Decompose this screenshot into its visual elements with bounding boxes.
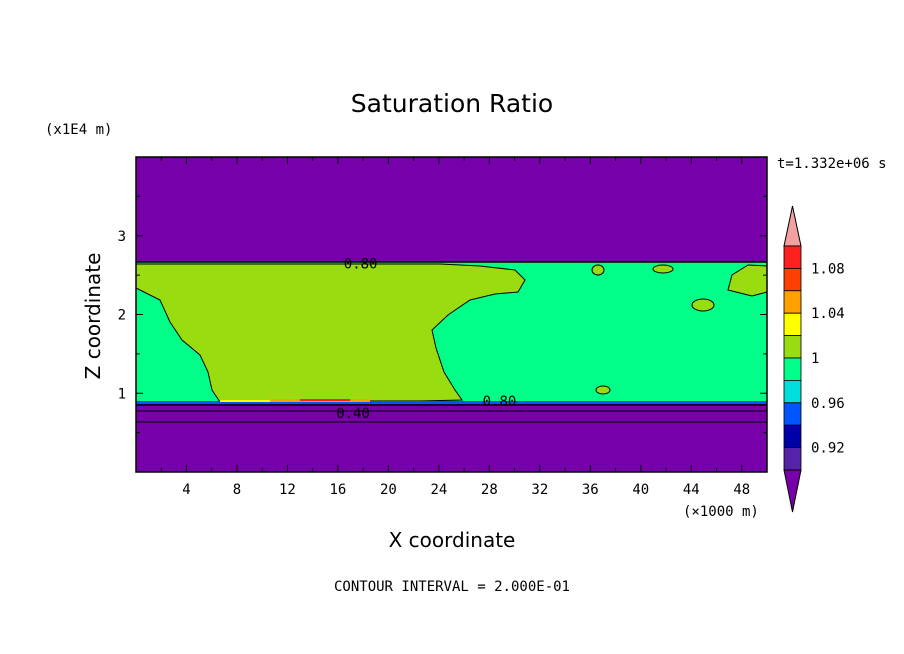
colorbar-swatch bbox=[783, 424, 802, 449]
colorbar-swatch bbox=[783, 312, 802, 337]
colorbar-swatch bbox=[783, 267, 802, 292]
x-axis-label: X coordinate bbox=[389, 528, 516, 552]
y-axis-label: Z coordinate bbox=[81, 253, 105, 380]
small-patch bbox=[652, 264, 674, 274]
x-tick-label: 20 bbox=[380, 482, 397, 498]
y-unit-label: (x1E4 m) bbox=[45, 122, 112, 138]
contour-label: 0.80 bbox=[483, 394, 517, 410]
y-tick-label: 1 bbox=[118, 386, 126, 402]
colorbar-swatch bbox=[783, 245, 802, 269]
contour-labels: 0.80 0.80 0.40 bbox=[336, 256, 516, 422]
colorbar-swatch bbox=[783, 357, 802, 381]
x-tick-label: 28 bbox=[481, 482, 498, 498]
colorbar-tick-label: 1.04 bbox=[811, 306, 845, 322]
boundary-band-red bbox=[300, 399, 350, 401]
contour-label: 0.40 bbox=[336, 406, 370, 422]
x-tick-label: 44 bbox=[683, 482, 700, 498]
contour-interval-footer: CONTOUR INTERVAL = 2.000E-01 bbox=[334, 579, 570, 595]
x-tick-label: 48 bbox=[733, 482, 750, 498]
colorbar-bottom-arrow bbox=[783, 469, 802, 513]
colorbar: 0.92 0.96 1 1.04 1.08 bbox=[783, 205, 845, 513]
colorbar-swatch bbox=[783, 447, 802, 471]
x-tick-label: 36 bbox=[582, 482, 599, 498]
colorbar-swatch bbox=[783, 335, 802, 359]
chart-title: Saturation Ratio bbox=[351, 89, 553, 118]
boundary-band-yellow bbox=[220, 400, 270, 402]
colorbar-swatch bbox=[783, 290, 802, 314]
near-saturated-region bbox=[136, 263, 526, 403]
colorbar-tick-label: 0.92 bbox=[811, 441, 845, 457]
time-label: t=1.332e+06 s bbox=[777, 156, 887, 172]
x-tick-label: 8 bbox=[233, 482, 241, 498]
colorbar-tick-label: 1.08 bbox=[811, 261, 845, 277]
boundary-band-blue bbox=[136, 401, 767, 404]
y-axis-ticks: 1 2 3 bbox=[118, 195, 767, 434]
x-tick-label: 40 bbox=[632, 482, 649, 498]
contour-label: 0.80 bbox=[344, 256, 378, 272]
x-tick-label: 4 bbox=[182, 482, 190, 498]
colorbar-top-arrow bbox=[783, 205, 802, 247]
x-unit-label: (×1000 m) bbox=[683, 504, 759, 520]
small-patch bbox=[727, 264, 767, 297]
y-tick-label: 3 bbox=[118, 229, 126, 245]
colorbar-tick-label: 1 bbox=[811, 351, 819, 367]
small-patch bbox=[691, 298, 715, 312]
colorbar-swatch bbox=[783, 402, 802, 426]
x-tick-label: 16 bbox=[329, 482, 346, 498]
x-tick-label: 12 bbox=[279, 482, 296, 498]
x-tick-label: 24 bbox=[430, 482, 447, 498]
plot-area bbox=[136, 157, 767, 472]
colorbar-swatch bbox=[783, 379, 802, 404]
y-tick-label: 2 bbox=[118, 308, 126, 324]
small-patch bbox=[591, 264, 605, 276]
x-tick-label: 32 bbox=[531, 482, 548, 498]
colorbar-tick-label: 0.96 bbox=[811, 396, 845, 412]
small-patch bbox=[595, 385, 611, 395]
x-axis-ticks: 4 8 12 16 20 24 28 32 36 40 44 48 bbox=[160, 157, 750, 498]
